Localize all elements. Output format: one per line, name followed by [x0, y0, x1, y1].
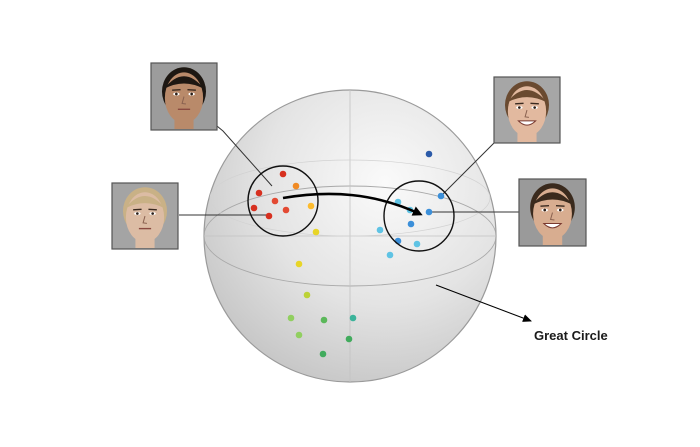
data-point-13 [320, 316, 328, 324]
data-point-26 [413, 240, 421, 248]
data-point-14 [349, 314, 357, 322]
data-point-2 [292, 182, 300, 190]
data-point-15 [295, 331, 303, 339]
data-point-16 [345, 335, 353, 343]
data-point-10 [295, 260, 303, 268]
great-circle-label: Great Circle [534, 328, 608, 343]
great-circle-pointer-arrow [435, 284, 532, 322]
data-point-5 [250, 204, 258, 212]
data-point-7 [307, 202, 315, 210]
data-point-9 [312, 228, 320, 236]
data-point-3 [255, 189, 263, 197]
cluster-circle-smiling [383, 180, 455, 252]
cluster-circle-neutral [247, 165, 319, 237]
data-point-12 [287, 314, 295, 322]
data-point-18 [425, 150, 433, 158]
data-point-6 [282, 206, 290, 214]
data-point-23 [407, 220, 415, 228]
data-point-1 [279, 170, 287, 178]
data-point-27 [386, 251, 394, 259]
face-photo-neutral-female [111, 182, 179, 250]
data-point-17 [319, 350, 327, 358]
transition-arrow [282, 192, 423, 216]
face-photo-smiling-female [493, 76, 561, 144]
face-photos [111, 62, 587, 250]
data-points [250, 150, 445, 358]
data-point-19 [437, 192, 445, 200]
data-point-22 [425, 208, 433, 216]
data-point-24 [376, 226, 384, 234]
data-point-11 [303, 291, 311, 299]
face-photo-smiling-male [518, 178, 587, 247]
data-point-8 [265, 212, 273, 220]
face-photo-neutral-male [150, 62, 218, 131]
data-point-4 [271, 197, 279, 205]
